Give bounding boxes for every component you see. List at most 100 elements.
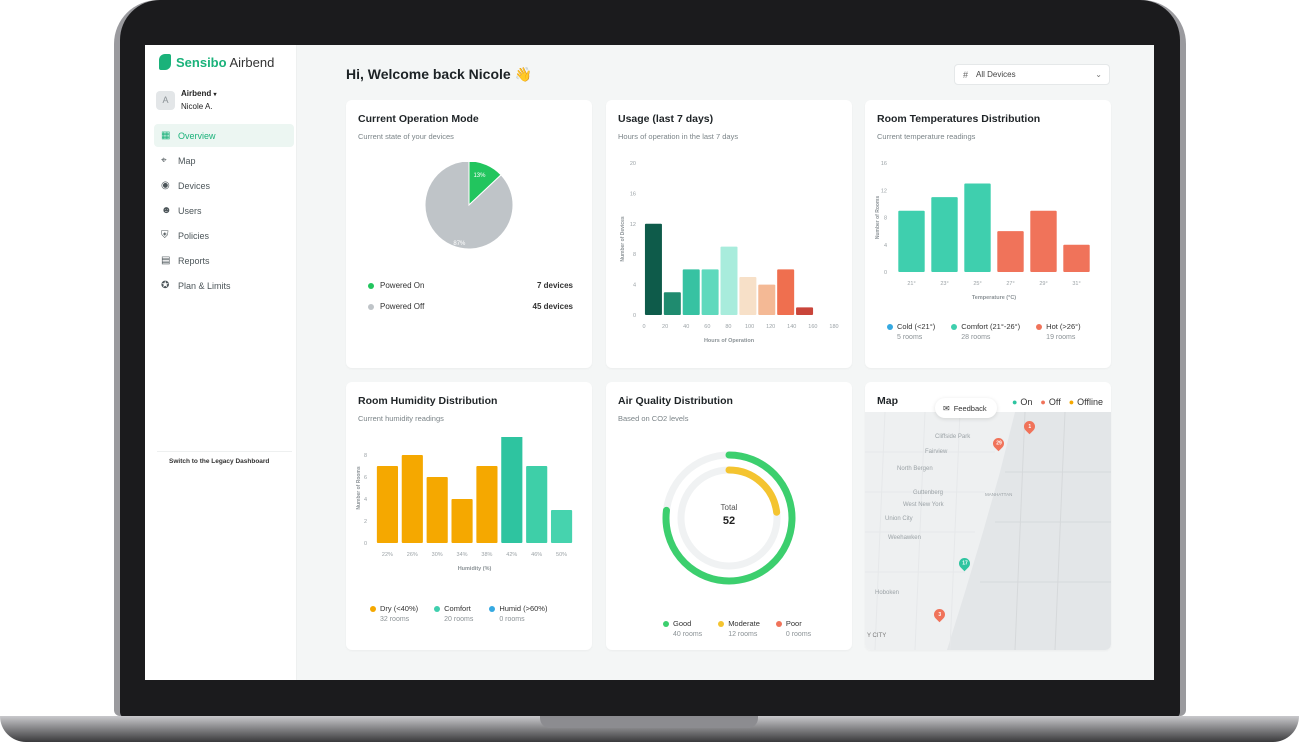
map-legend-item: ● Offline [1069, 397, 1103, 407]
sidebar-item-overview[interactable]: ▦ Overview [154, 124, 294, 147]
shield-icon: ⛨ [161, 230, 169, 241]
bar [964, 183, 991, 272]
card-title: Map [877, 395, 898, 407]
grid-icon: ▦ [161, 130, 171, 141]
card-title: Room Temperatures Distribution [877, 113, 1041, 125]
legend-label: Dry (<40%) [380, 604, 419, 613]
y-tick-label: 8 [364, 453, 367, 459]
card-title: Current Operation Mode [358, 113, 479, 125]
bar [644, 223, 662, 315]
card-title: Air Quality Distribution [618, 395, 733, 407]
y-tick-label: 4 [364, 497, 367, 503]
legend-count: 19 rooms [1046, 334, 1076, 341]
x-tick-label: 50% [556, 552, 567, 558]
sidebar-item-label: Plan & Limits [178, 280, 231, 291]
bar [682, 269, 700, 315]
x-axis-label: Humidity (%) [458, 566, 492, 572]
legend-count: 0 rooms [499, 616, 525, 623]
feedback-button[interactable]: ✉ Feedback [935, 398, 997, 418]
legend-dot [489, 605, 496, 612]
x-tick-label: 42% [506, 552, 517, 558]
map-place-label: MANHATTAN [985, 492, 1013, 497]
x-tick-label: 29° [1039, 281, 1047, 287]
sidebar-item-label: Reports [178, 255, 210, 266]
legacy-dashboard-link[interactable]: Switch to the Legacy Dashboard [169, 458, 270, 465]
legend-dot [1036, 323, 1043, 330]
map-streets [865, 412, 1111, 650]
card-subtitle: Based on CO2 levels [618, 414, 689, 423]
bar [663, 292, 681, 315]
temperature-legend: Cold (<21°) 5 rooms Comfort (21°-26°) 28 ro… [887, 322, 1097, 341]
account-switcher[interactable]: A Airbend ▾ Nicole A. [156, 88, 216, 112]
sidebar-item-plan-limits[interactable]: ✪ Plan & Limits [154, 274, 294, 297]
powered-off-label: Powered Off [380, 302, 425, 311]
brand-logo[interactable]: Sensibo Airbend [159, 54, 274, 70]
map-card: Map ● On ● Off ● Offline Cliffside Park Fairv… [865, 382, 1111, 650]
map-place-label: Weehawken [888, 535, 921, 541]
operation-pie-chart: 13% 87% [424, 162, 514, 250]
x-tick-label: 26% [407, 552, 418, 558]
legend-item: Comfort 20 rooms [434, 604, 473, 623]
badge-icon: ✪ [161, 280, 170, 291]
hash-icon: # [963, 69, 969, 80]
card-subtitle: Current humidity readings [358, 414, 444, 423]
legend-item: Comfort (21°-26°) 28 rooms [951, 322, 1020, 341]
sidebar-item-devices[interactable]: ◉ Devices [154, 174, 294, 197]
air-total-label: Total [720, 503, 738, 512]
device-filter-select[interactable]: # All Devices ⌄ [954, 64, 1110, 85]
map-place-label: Cliffside Park [935, 434, 971, 440]
card-subtitle: Current state of your devices [358, 132, 454, 141]
y-tick-label: 0 [364, 541, 367, 547]
device-filter-value: All Devices [976, 70, 1016, 79]
legend-item: Cold (<21°) 5 rooms [887, 322, 935, 341]
x-tick-label: 23° [940, 281, 948, 287]
legend-count: 12 rooms [728, 631, 758, 638]
y-tick-label: 2 [364, 519, 367, 525]
legend-count: 28 rooms [961, 334, 991, 341]
legend-dot [951, 323, 958, 330]
usage-card: Usage (last 7 days) Hours of operation i… [606, 100, 852, 368]
legend-label: Poor [785, 619, 802, 628]
air-quality-legend: Good 40 rooms Moderate 12 rooms Poor 0 rooms [663, 619, 827, 638]
x-tick-label: 25° [973, 281, 981, 287]
bar [526, 466, 548, 543]
y-tick-label: 6 [364, 475, 367, 481]
bar [720, 246, 738, 315]
y-tick-label: 16 [881, 161, 887, 167]
bar [476, 466, 498, 543]
legend-item: Good 40 rooms [663, 619, 702, 638]
pie-slice-label: 13% [473, 173, 486, 179]
y-tick-label: 8 [884, 216, 887, 222]
powered-off-count: 45 devices [532, 302, 573, 311]
map-legend-label: On [1020, 397, 1033, 407]
x-tick-label: 40 [683, 324, 689, 330]
map-place-label: North Bergen [897, 466, 933, 472]
sidebar-item-label: Users [178, 205, 202, 216]
legend-label: Good [673, 619, 692, 628]
y-tick-label: 16 [630, 191, 636, 197]
x-tick-label: 21° [907, 281, 915, 287]
x-tick-label: 60 [704, 324, 710, 330]
sidebar-item-map[interactable]: ⌖ Map [154, 149, 294, 172]
sidebar-item-label: Map [178, 155, 196, 166]
devices-icon: ◉ [161, 180, 170, 191]
map-legend: ● On ● Off ● Offline [1012, 397, 1103, 407]
sidebar-item-reports[interactable]: ▤ Reports [154, 249, 294, 272]
account-org: Airbend ▾ [181, 88, 216, 101]
powered-off-dot [368, 303, 374, 310]
card-subtitle: Hours of operation in the last 7 days [618, 132, 739, 141]
bar [426, 477, 448, 543]
sidebar-item-policies[interactable]: ⛨ Policies [154, 224, 294, 247]
bar [1030, 210, 1057, 272]
sidebar-item-users[interactable]: ☻ Users [154, 199, 294, 222]
map-view[interactable]: Cliffside Park Fairview North Bergen Gut… [865, 412, 1111, 650]
temperature-card: Room Temperatures Distribution Current t… [865, 100, 1111, 368]
legend-label: Hot (>26°) [1046, 322, 1081, 331]
page-title: Hi, Welcome back Nicole 👋 [346, 66, 533, 82]
x-tick-label: 30% [432, 552, 443, 558]
bar [550, 510, 573, 543]
legend-item: Humid (>60%) 0 rooms [489, 604, 547, 623]
legend-dot [775, 620, 782, 627]
card-title: Usage (last 7 days) [618, 113, 714, 125]
map-pin-icon: ● [1011, 397, 1018, 407]
